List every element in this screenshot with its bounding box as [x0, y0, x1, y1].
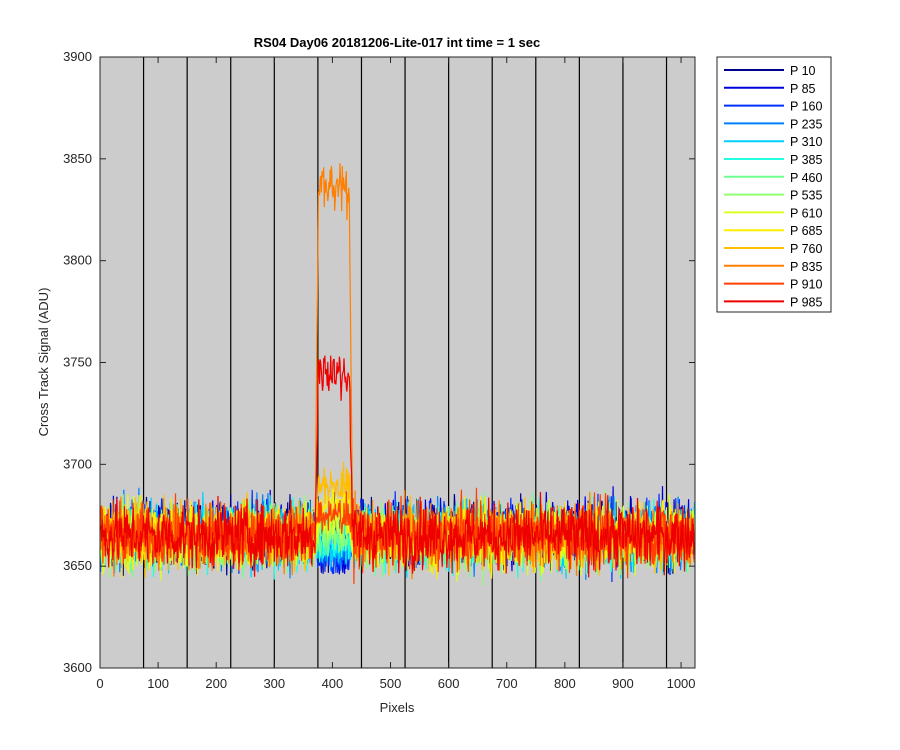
x-tick-label: 300	[263, 676, 285, 691]
legend-entry: P 235	[790, 117, 822, 131]
y-axis-ticks: 3600 3650 3700 3750 3800 3850 3900	[63, 49, 695, 675]
x-tick-label: 200	[205, 676, 227, 691]
legend-entry: P 610	[790, 206, 822, 220]
x-tick-label: 600	[438, 676, 460, 691]
legend-entry: P 85	[790, 82, 816, 96]
y-tick-label: 3900	[63, 49, 92, 64]
y-tick-label: 3800	[63, 253, 92, 268]
x-axis-ticks: 0 100 200 300 400 500 600 700 800 900 1000	[96, 57, 696, 691]
legend-entry: P 535	[790, 189, 822, 203]
legend-entry: P 910	[790, 278, 822, 292]
y-tick-label: 3750	[63, 355, 92, 370]
x-tick-label: 500	[380, 676, 402, 691]
legend-entry: P 160	[790, 100, 822, 114]
x-tick-label: 0	[96, 676, 103, 691]
legend-entry: P 460	[790, 171, 822, 185]
legend-box	[716, 56, 832, 313]
legend: P 10 P 85 P 160 P 235 P 310 P 385 P 460 P 535 P …	[716, 56, 832, 313]
chart-title: RS04 Day06 20181206-Lite-017 int time = …	[254, 35, 541, 50]
y-tick-label: 3700	[63, 456, 92, 471]
series-line-p-985	[100, 355, 695, 578]
x-tick-label: 1000	[667, 676, 696, 691]
legend-entry: P 835	[790, 260, 822, 274]
legend-entry: P 685	[790, 224, 822, 238]
legend-entry: P 760	[790, 242, 822, 256]
legend-entry: P 310	[790, 135, 822, 149]
x-tick-label: 100	[147, 676, 169, 691]
legend-entry: P 10	[790, 64, 816, 78]
series-layer	[100, 163, 695, 587]
y-tick-label: 3850	[63, 151, 92, 166]
x-tick-label: 800	[554, 676, 576, 691]
plot-area	[100, 57, 695, 668]
legend-entry: P 385	[790, 153, 822, 167]
x-tick-label: 700	[496, 676, 518, 691]
x-tick-label: 400	[322, 676, 344, 691]
y-axis-label: Cross Track Signal (ADU)	[36, 288, 51, 437]
x-axis-label: Pixels	[380, 700, 415, 715]
y-tick-label: 3600	[63, 660, 92, 675]
legend-entry: P 985	[790, 295, 822, 309]
x-tick-label: 900	[612, 676, 634, 691]
y-tick-label: 3650	[63, 558, 92, 573]
